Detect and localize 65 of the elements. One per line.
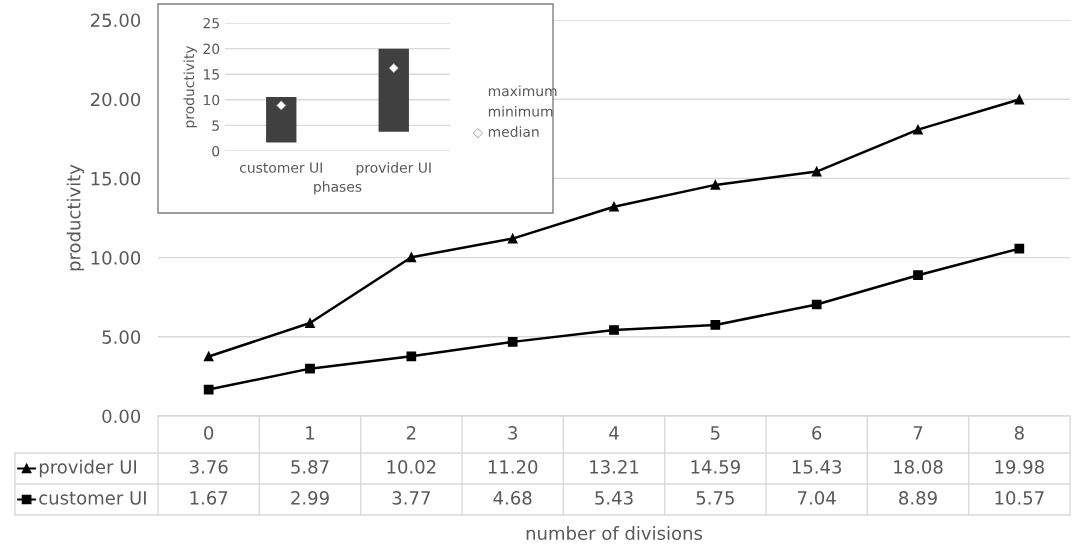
data-label: 1.67	[190, 491, 228, 505]
x-tick-label: 3	[508, 426, 517, 440]
y-axis-title: productivity	[183, 45, 197, 128]
y-tick-label: 0	[212, 145, 220, 157]
y-tick-label: 0.00	[102, 409, 141, 424]
annotation: maximum	[488, 85, 557, 97]
point	[1014, 243, 1025, 254]
x-axis-title: phases	[314, 181, 362, 195]
data-label: 5.43	[595, 491, 633, 505]
y-tick-label: 5	[212, 120, 219, 131]
point	[1014, 94, 1025, 105]
data-label: 15.43	[792, 460, 842, 474]
y-tick-label: 25	[203, 17, 219, 29]
data-label: 7.04	[798, 491, 836, 505]
y-tick-label: 10	[203, 94, 220, 106]
point	[406, 351, 417, 362]
y-axis-title: productivity	[66, 164, 85, 271]
y-tick-label: 10.00	[91, 251, 141, 265]
point	[609, 325, 619, 335]
point	[507, 337, 518, 347]
data-label: 18.08	[894, 460, 943, 474]
data-label: 10.57	[995, 491, 1044, 505]
y-tick-label: 20.00	[90, 92, 141, 107]
point	[609, 201, 619, 212]
point	[913, 124, 923, 135]
point	[811, 299, 822, 310]
legend-label: customer UI	[39, 491, 146, 505]
point	[507, 233, 518, 244]
point	[406, 252, 417, 263]
data-label: 10.02	[387, 460, 436, 474]
data-label: 5.75	[696, 491, 734, 505]
x-tick-label: 8	[1014, 426, 1024, 440]
y-tick-label: 15.00	[91, 171, 141, 186]
y-tick-label: 25.00	[90, 13, 141, 28]
y-tick-label: 20	[203, 43, 220, 55]
x-tick-label: 5	[710, 426, 720, 440]
x-tick-label: 4	[609, 426, 619, 440]
data-label: 4.68	[493, 491, 532, 505]
point	[811, 166, 822, 177]
annotation: minimum	[488, 105, 553, 117]
point	[710, 180, 721, 190]
point	[305, 363, 315, 374]
point	[710, 320, 721, 330]
x-axis-title: number of divisions	[526, 526, 703, 541]
x-tick-label: 7	[913, 426, 923, 440]
data-label: 14.59	[691, 460, 740, 474]
x-tick-label: 2	[406, 426, 416, 440]
point	[913, 270, 923, 281]
x-tick-label: 1	[306, 426, 315, 440]
data-label: 13.21	[590, 460, 639, 474]
data-label: 8.89	[899, 491, 937, 505]
data-label: 2.99	[291, 491, 329, 505]
y-tick-label: 5.00	[102, 330, 141, 344]
legend-label: median	[488, 126, 539, 138]
legend-label: provider UI	[39, 459, 136, 478]
point	[203, 384, 214, 395]
x-tick-label: 6	[812, 426, 822, 440]
data-label: 11.20	[488, 460, 538, 474]
point	[203, 351, 214, 362]
data-label: 19.98	[995, 460, 1044, 474]
data-label: 3.77	[392, 491, 430, 505]
data-label: 5.87	[291, 460, 329, 474]
y-tick-label: 15	[203, 69, 219, 80]
data-label: 3.76	[189, 460, 228, 474]
point	[305, 318, 315, 328]
